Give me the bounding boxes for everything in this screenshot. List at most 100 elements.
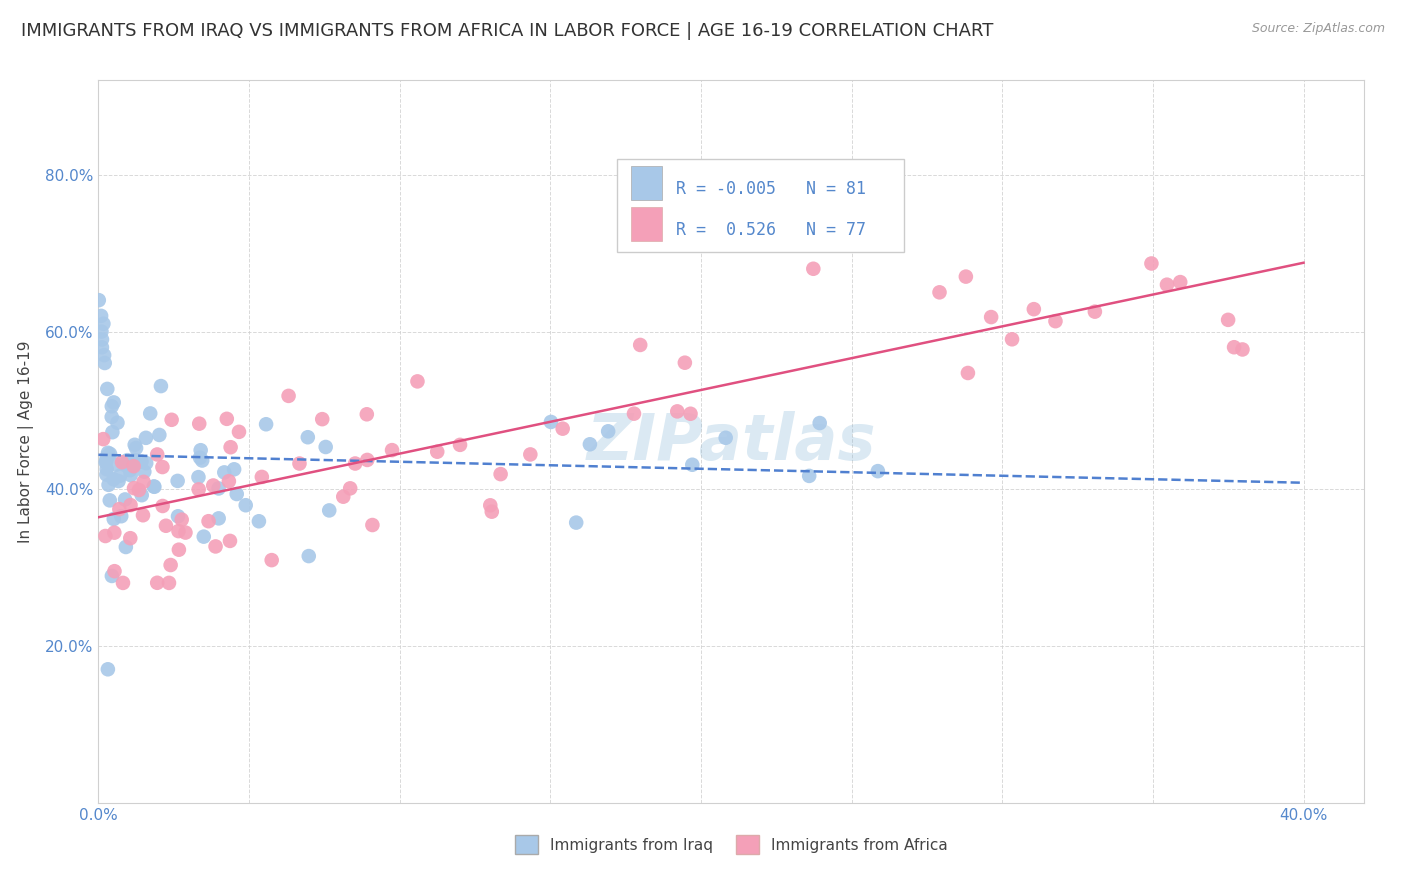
Point xyxy=(225,487,247,501)
Point xyxy=(315,440,337,454)
Point xyxy=(90,325,112,339)
Point xyxy=(551,422,574,436)
Point xyxy=(247,514,270,528)
Point xyxy=(139,406,162,420)
Point xyxy=(598,425,620,439)
Point xyxy=(191,453,214,467)
Point xyxy=(91,333,114,347)
Point xyxy=(120,457,142,471)
Point xyxy=(1216,313,1239,327)
Point xyxy=(481,505,503,519)
Point xyxy=(103,564,125,578)
Text: R =  0.526   N = 77: R = 0.526 N = 77 xyxy=(676,221,866,239)
Point xyxy=(90,340,112,354)
Text: Source: ZipAtlas.com: Source: ZipAtlas.com xyxy=(1251,22,1385,36)
Point xyxy=(623,407,645,421)
Point xyxy=(101,399,124,413)
Point xyxy=(159,558,181,572)
Point xyxy=(90,309,112,323)
Point xyxy=(1156,277,1178,292)
Point xyxy=(361,518,384,533)
Point xyxy=(132,508,155,523)
Point xyxy=(120,468,142,483)
Point xyxy=(103,472,125,486)
Point xyxy=(112,458,135,472)
Y-axis label: In Labor Force | Age 16-19: In Labor Force | Age 16-19 xyxy=(18,340,34,543)
Point xyxy=(122,481,145,495)
Point xyxy=(254,417,277,432)
Point xyxy=(188,417,211,431)
Point xyxy=(110,509,132,524)
Point xyxy=(519,447,541,461)
Point xyxy=(146,447,169,461)
Point xyxy=(679,407,702,421)
Point xyxy=(100,409,122,424)
Point xyxy=(188,450,211,465)
Point xyxy=(628,338,651,352)
Point xyxy=(356,453,378,467)
Point xyxy=(197,514,219,528)
Point xyxy=(1084,304,1107,318)
Point xyxy=(426,444,449,458)
Point xyxy=(98,493,121,508)
Point xyxy=(297,430,319,444)
Point xyxy=(152,499,174,513)
Point xyxy=(160,413,183,427)
Point xyxy=(155,518,177,533)
Point xyxy=(235,498,257,512)
Point xyxy=(1001,332,1024,346)
Point xyxy=(167,524,190,538)
Point xyxy=(479,499,502,513)
Point xyxy=(187,483,209,497)
Point xyxy=(94,455,117,469)
Point xyxy=(928,285,950,300)
Point xyxy=(96,382,118,396)
Point xyxy=(955,269,977,284)
Point xyxy=(96,454,118,468)
Point xyxy=(115,540,138,554)
Point xyxy=(332,490,354,504)
Point xyxy=(103,525,125,540)
Point xyxy=(1168,275,1191,289)
Point xyxy=(87,293,110,308)
Point xyxy=(135,456,157,470)
Point xyxy=(108,502,131,516)
Point xyxy=(224,462,246,476)
Point xyxy=(167,509,190,524)
Point xyxy=(449,438,471,452)
Point xyxy=(579,437,602,451)
Point xyxy=(105,458,128,472)
Point xyxy=(187,470,209,484)
Point xyxy=(107,416,129,430)
Point xyxy=(339,481,361,495)
Point xyxy=(298,549,321,563)
Point xyxy=(174,525,197,540)
Point xyxy=(956,366,979,380)
Point xyxy=(132,475,155,489)
Point xyxy=(103,512,125,526)
Point xyxy=(207,482,229,496)
Point xyxy=(134,465,156,479)
Bar xyxy=(631,166,662,200)
Point xyxy=(808,416,831,430)
Point xyxy=(218,474,240,488)
Point xyxy=(121,459,143,474)
Point xyxy=(108,468,131,483)
Point xyxy=(98,447,121,461)
Point xyxy=(101,569,124,583)
Point xyxy=(157,575,180,590)
Point xyxy=(131,454,153,468)
Point xyxy=(148,428,170,442)
Point xyxy=(318,503,340,517)
Point xyxy=(565,516,588,530)
Point xyxy=(406,375,429,389)
Point xyxy=(666,404,689,418)
Text: IMMIGRANTS FROM IRAQ VS IMMIGRANTS FROM AFRICA IN LABOR FORCE | AGE 16-19 CORREL: IMMIGRANTS FROM IRAQ VS IMMIGRANTS FROM … xyxy=(21,22,994,40)
Point xyxy=(125,441,148,455)
Point xyxy=(103,395,125,409)
Point xyxy=(1045,314,1067,328)
Point xyxy=(1232,343,1254,357)
Point xyxy=(208,511,231,525)
Point xyxy=(96,450,118,465)
Point xyxy=(152,460,174,475)
